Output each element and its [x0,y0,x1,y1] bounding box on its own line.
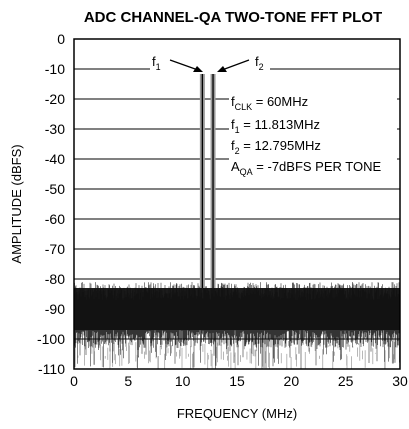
y-tick-label: 0 [57,31,65,47]
x-tick-label: 30 [392,373,408,389]
y-tick-label: -70 [45,241,65,257]
y-tick-label: -100 [37,331,65,347]
x-tick-label: 5 [124,373,132,389]
y-tick-label: -40 [45,151,65,167]
y-tick-label: -10 [45,61,65,77]
chart-title: ADC CHANNEL-QA TWO-TONE FFT PLOT [84,9,382,26]
y-tick-label: -110 [38,361,65,377]
x-tick-label: 20 [284,373,300,389]
y-tick-label: -50 [45,181,65,197]
x-tick-label: 0 [70,373,78,389]
x-tick-labels: 0 5 10 15 20 25 30 [70,373,408,389]
f-label-backdrop [150,57,270,74]
y-axis-label: AMPLITUDE (dBFS) [9,144,24,263]
y-tick-label: -60 [45,211,65,227]
noise-floor-trace [73,282,401,369]
tone-peaks [199,60,216,288]
x-tick-label: 15 [229,373,245,389]
noise-scatter [77,339,401,369]
y-tick-label: -20 [45,91,65,107]
y-tick-label: -80 [45,271,65,287]
y-tick-label: -90 [45,301,65,317]
f2-label: f2 [255,54,264,72]
f1-annotation: f1 = 11.813MHz [231,117,320,135]
plot-frame [73,38,401,370]
aqa-annotation: AQA = -7dBFS PER TONE [231,159,381,177]
x-tick-label: 25 [338,373,354,389]
y-tick-labels: 0 -10 -20 -30 -40 -50 -60 -70 -80 -90 -100 -110 [37,31,65,377]
fclk-annotation: fCLK = 60MHz [231,94,308,112]
f2-annotation: f2 = 12.795MHz [231,138,321,156]
x-axis-label: FREQUENCY (MHz) [177,406,297,421]
annotation-backdrop [229,90,397,178]
x-tick-label: 10 [175,373,191,389]
y-tick-label: -30 [45,121,65,137]
f1-label: f1 [152,54,161,72]
f2-arrow [217,59,250,72]
f1-arrow [169,59,203,72]
